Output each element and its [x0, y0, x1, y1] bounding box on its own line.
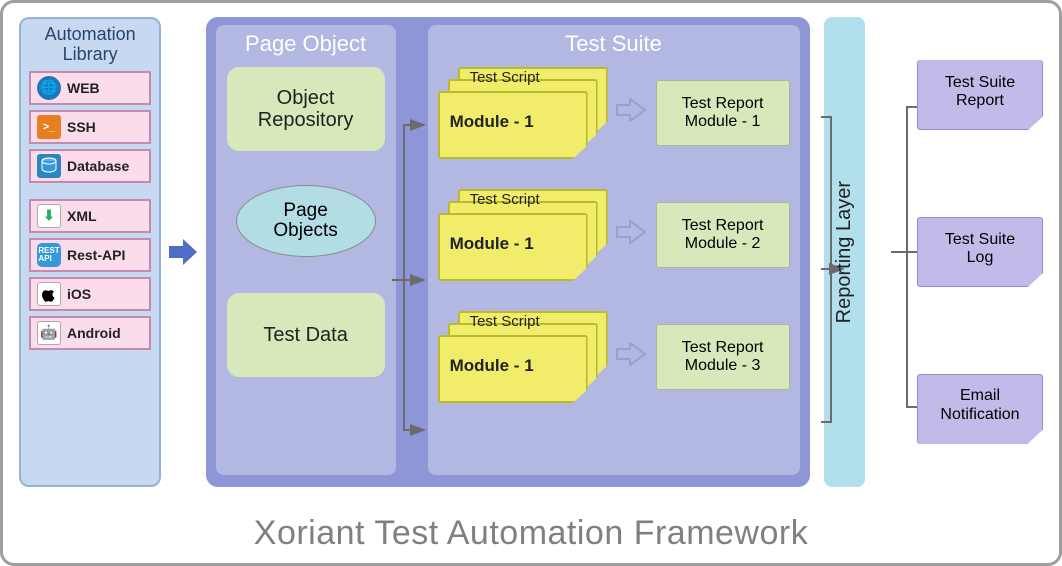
- framework-title: Xoriant Test Automation Framework: [3, 514, 1059, 553]
- report-sub: Module - 3: [685, 357, 761, 375]
- automation-library-panel: Automation Library 🌐 WEB >_ SSH Database: [19, 17, 161, 487]
- test-data-label: Test Data: [263, 324, 347, 346]
- report-title: Test Report: [682, 217, 764, 235]
- test-report-3: Test Report Module - 3: [656, 324, 790, 390]
- module-label: Module - 1: [450, 356, 576, 376]
- output-email: EmailNotification: [917, 374, 1043, 444]
- script-card-front: Module - 1: [438, 91, 588, 159]
- lib-item-label: SSH: [67, 119, 96, 135]
- page-object-title: Page Object: [245, 31, 366, 57]
- test-row-3: Test Script Module - 1 Test Report Modul…: [438, 311, 790, 403]
- lib-item-android: 🤖 Android: [29, 316, 151, 350]
- script-card-front: Module - 1: [438, 213, 588, 281]
- script-label: Test Script: [470, 69, 540, 86]
- reporting-layer-label: Reporting Layer: [833, 181, 856, 323]
- ssh-icon: >_: [37, 115, 61, 139]
- page-object-column: Page Object ObjectRepository PageObjects…: [216, 25, 396, 475]
- content-row: Automation Library 🌐 WEB >_ SSH Database: [19, 17, 1043, 487]
- test-suite-title: Test Suite: [438, 31, 790, 57]
- output-label: Test SuiteLog: [945, 231, 1015, 268]
- lib-item-label: WEB: [67, 80, 100, 96]
- lib-group-2: ⬇ XML RESTAPI Rest-API iOS 🤖 Android: [29, 199, 151, 350]
- arrow-to-report-icon: [616, 341, 648, 373]
- lib-item-label: Android: [67, 325, 121, 341]
- script-card-front: Module - 1: [438, 335, 588, 403]
- test-row-2: Test Script Module - 1 Test Report Modul…: [438, 189, 790, 281]
- web-icon: 🌐: [37, 76, 61, 100]
- script-label: Test Script: [470, 191, 540, 208]
- rest-api-icon: RESTAPI: [37, 243, 61, 267]
- output-report: Test SuiteReport: [917, 60, 1043, 130]
- page-objects-label: PageObjects: [273, 201, 337, 241]
- lib-item-label: Database: [67, 158, 129, 174]
- connector-column: [396, 25, 428, 475]
- lib-group-1: 🌐 WEB >_ SSH Database: [29, 71, 151, 183]
- module-label: Module - 1: [450, 234, 576, 254]
- lib-item-database: Database: [29, 149, 151, 183]
- lib-item-ssh: >_ SSH: [29, 110, 151, 144]
- lib-item-xml: ⬇ XML: [29, 199, 151, 233]
- arrow-to-report-icon: [616, 219, 648, 251]
- flow-arrow-main: [169, 17, 197, 487]
- automation-library-title: Automation Library: [29, 25, 151, 65]
- report-title: Test Report: [682, 95, 764, 113]
- object-repository-box: ObjectRepository: [227, 67, 385, 151]
- ios-icon: [37, 282, 61, 306]
- object-repository-label: ObjectRepository: [258, 87, 354, 131]
- page-objects-ellipse: PageObjects: [236, 185, 376, 257]
- report-sub: Module - 2: [685, 235, 761, 253]
- script-stack-3: Test Script Module - 1: [438, 311, 608, 403]
- report-sub: Module - 1: [685, 113, 761, 131]
- reporting-layer-panel: Reporting Layer: [824, 17, 865, 487]
- framework-diagram: Automation Library 🌐 WEB >_ SSH Database: [0, 0, 1062, 566]
- test-data-box: Test Data: [227, 293, 385, 377]
- outputs-column: Test SuiteReport Test SuiteLog EmailNoti…: [873, 17, 1043, 487]
- test-report-1: Test Report Module - 1: [656, 80, 790, 146]
- database-icon: [37, 154, 61, 178]
- lib-item-rest-api: RESTAPI Rest-API: [29, 238, 151, 272]
- output-label: Test SuiteReport: [945, 74, 1015, 111]
- lib-item-ios: iOS: [29, 277, 151, 311]
- arrow-to-report-icon: [616, 97, 648, 129]
- output-log: Test SuiteLog: [917, 217, 1043, 287]
- lib-title-line1: Automation: [45, 24, 136, 44]
- xml-icon: ⬇: [37, 204, 61, 228]
- script-stack-1: Test Script Module - 1: [438, 67, 608, 159]
- lib-item-label: XML: [67, 208, 97, 224]
- test-suite-column: Test Suite Test Script Module - 1: [428, 25, 800, 475]
- report-title: Test Report: [682, 339, 764, 357]
- main-panel: Page Object ObjectRepository PageObjects…: [206, 17, 810, 487]
- test-row-1: Test Script Module - 1 Test Report Modul…: [438, 67, 790, 159]
- lib-item-label: iOS: [67, 286, 91, 302]
- android-icon: 🤖: [37, 321, 61, 345]
- script-label: Test Script: [470, 313, 540, 330]
- lib-title-line2: Library: [63, 44, 118, 64]
- script-stack-2: Test Script Module - 1: [438, 189, 608, 281]
- connector-svg: [392, 25, 432, 475]
- lib-item-label: Rest-API: [67, 247, 125, 263]
- lib-item-web: 🌐 WEB: [29, 71, 151, 105]
- test-report-2: Test Report Module - 2: [656, 202, 790, 268]
- module-label: Module - 1: [450, 112, 576, 132]
- output-label: EmailNotification: [940, 387, 1019, 424]
